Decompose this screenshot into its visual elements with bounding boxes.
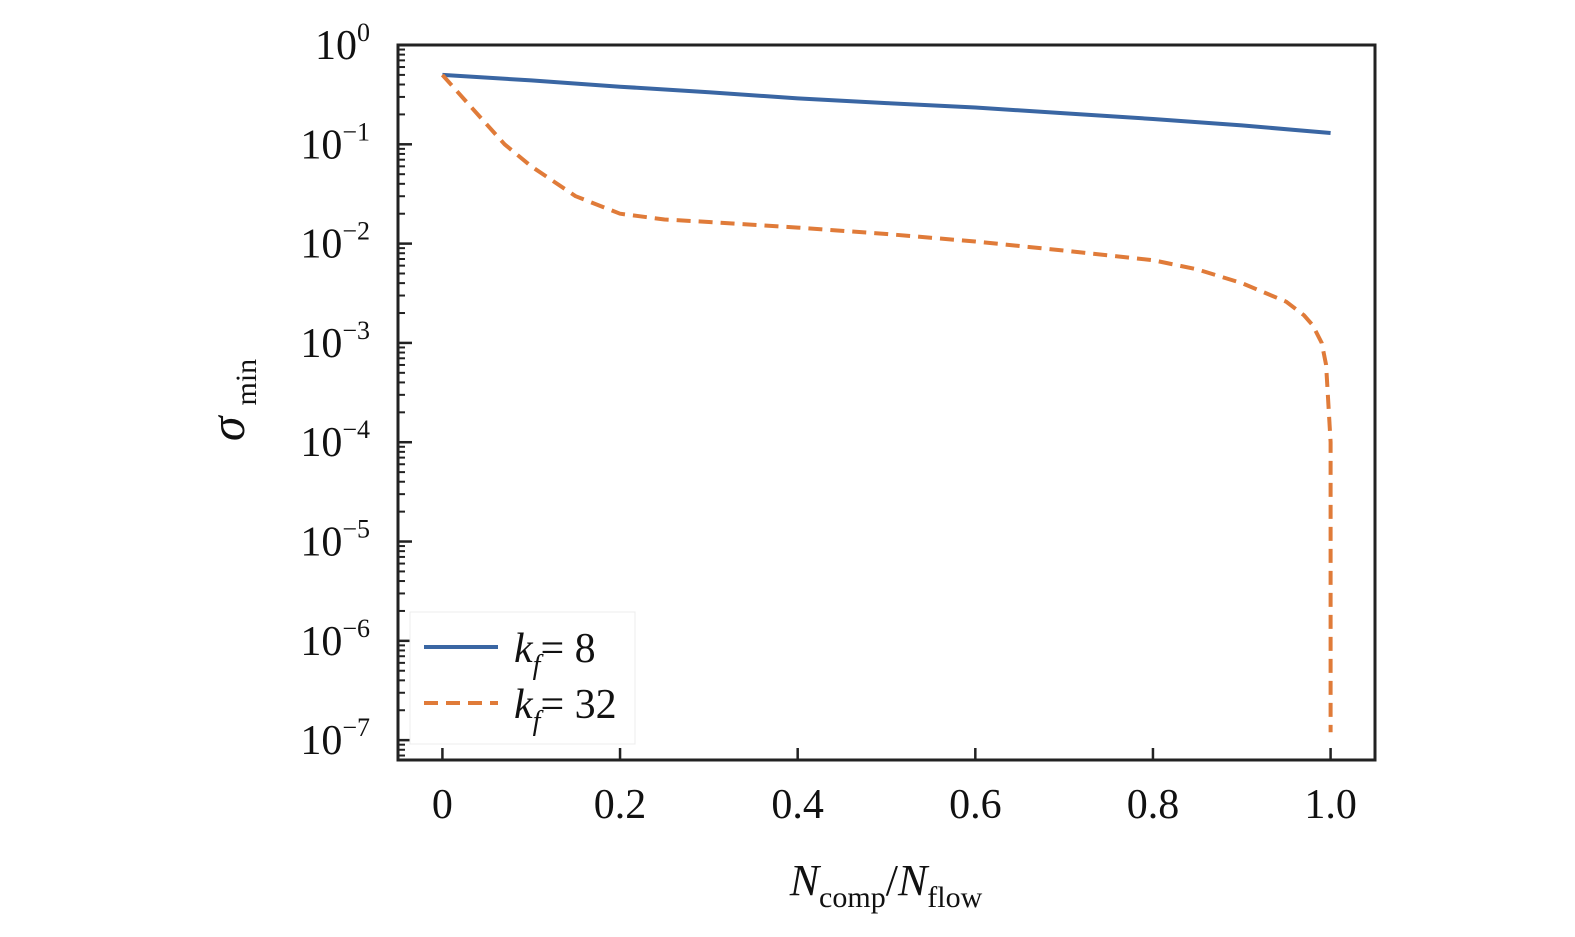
x-tick-label: 0.4	[771, 782, 824, 828]
legend-label-kf32: kf= 32	[514, 682, 617, 737]
legend-k-1: k	[514, 682, 534, 728]
plot-frame	[396, 43, 1377, 762]
legend-label-kf8: kf= 8	[514, 626, 596, 681]
y-tick-exp: −6	[342, 614, 370, 643]
y-tick-exp: −2	[342, 217, 370, 246]
y-tick-label: 100	[315, 18, 370, 69]
y-tick-base: 10	[300, 321, 342, 367]
y-tick-base: 10	[300, 222, 342, 268]
y-tick-label: 10−7	[300, 713, 370, 764]
legend-box	[409, 611, 636, 745]
legend: kf= 8 kf= 32	[409, 611, 636, 745]
x-axis-slash: /	[886, 856, 899, 905]
y-tick-exp: −3	[342, 316, 370, 345]
legend-sub-0: f	[533, 650, 544, 681]
y-tick-base: 10	[300, 520, 342, 566]
y-tick-exp: −1	[342, 117, 370, 146]
y-tick-label: 10−1	[300, 117, 370, 168]
x-tick-label: 0.6	[949, 782, 1002, 828]
x-tick-label: 0.2	[594, 782, 647, 828]
x-axis-n2: N	[897, 856, 930, 905]
y-tick-label: 10−3	[300, 316, 370, 367]
y-axis-subscript: min	[230, 359, 263, 406]
x-axis-sub2: flow	[927, 881, 982, 914]
y-tick-label: 10−4	[300, 415, 370, 466]
x-tick-label: 1.0	[1304, 782, 1357, 828]
y-tick-label: 10−2	[300, 217, 370, 268]
legend-sub-1: f	[533, 706, 544, 737]
series-line-1	[440, 73, 1333, 733]
y-tick-label: 10−6	[300, 614, 370, 665]
x-axis-sub1: comp	[819, 881, 886, 914]
y-axis-label: σ min	[199, 359, 263, 441]
legend-k-0: k	[514, 626, 534, 672]
legend-value-1: = 32	[540, 682, 616, 728]
y-tick-base: 10	[300, 619, 342, 665]
legend-value-0: = 8	[540, 626, 595, 672]
x-axis-n1: N	[789, 856, 822, 905]
series-line-0	[442, 72, 1331, 135]
y-tick-exp: 0	[357, 18, 370, 47]
y-tick-base: 10	[315, 23, 357, 69]
y-tick-base: 10	[300, 122, 342, 168]
x-tick-label: 0	[432, 782, 453, 828]
y-tick-base: 10	[300, 420, 342, 466]
y-tick-label: 10−5	[300, 515, 370, 566]
y-tick-exp: −7	[342, 713, 370, 742]
x-axis-label: Ncomp/Nflow	[789, 856, 983, 914]
y-axis-symbol: σ	[199, 414, 255, 441]
x-tick-label: 0.8	[1127, 782, 1180, 828]
y-tick-base: 10	[300, 718, 342, 764]
y-tick-exp: −4	[342, 415, 370, 444]
y-tick-exp: −5	[342, 515, 370, 544]
